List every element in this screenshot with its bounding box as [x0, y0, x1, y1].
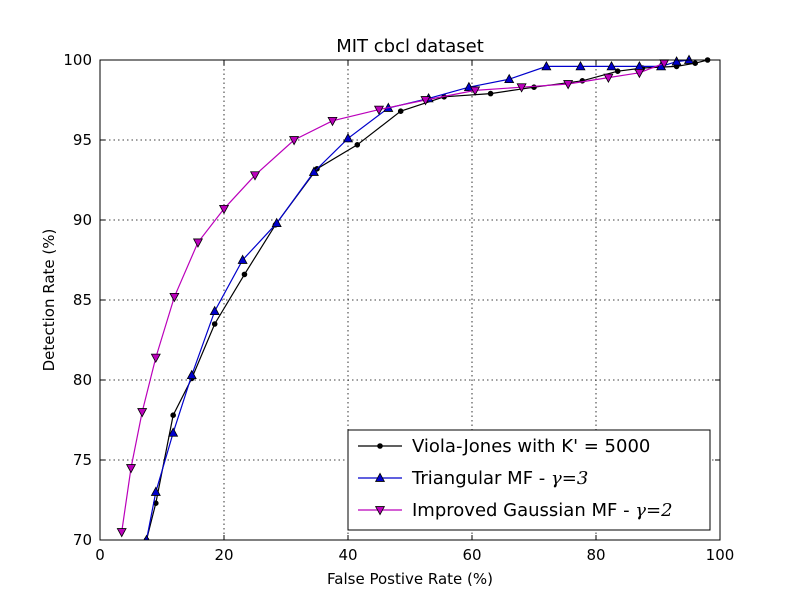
data-point [606, 60, 617, 71]
data-point [541, 60, 552, 71]
series-line [121, 62, 665, 533]
legend-marker [377, 443, 383, 449]
y-axis-label: Detection Rate (%) [40, 229, 58, 372]
grid [100, 60, 720, 540]
legend: Viola-Jones with K' = 5000 Triangular MF … [347, 429, 711, 531]
x-tick-label: 100 [706, 546, 735, 564]
legend-label: Triangular MF - γ=3 [411, 468, 588, 489]
data-point [137, 408, 148, 418]
data-point [308, 166, 319, 176]
data-point [614, 68, 621, 74]
data-point [150, 353, 161, 364]
data-point [289, 136, 300, 146]
data-point [603, 73, 614, 84]
data-point [531, 84, 537, 90]
y-tick-label: 75 [73, 451, 92, 469]
legend-marker [374, 506, 386, 516]
data-point [169, 292, 180, 303]
x-tick-label: 40 [338, 546, 357, 564]
data-point [170, 412, 176, 419]
data-point [116, 528, 127, 538]
data-point [186, 369, 197, 380]
data-point [237, 254, 248, 264]
data-point [671, 56, 682, 66]
data-point [342, 132, 354, 143]
data-point [420, 96, 431, 106]
data-point [373, 105, 385, 116]
legend-label: Improved Gaussian MF - γ=2 [412, 500, 673, 521]
chart-title: MIT cbcl dataset [336, 36, 484, 57]
data-point [563, 80, 574, 90]
legend-box [347, 429, 711, 531]
data-point [271, 217, 282, 228]
y-tick-label: 100 [63, 51, 92, 69]
legend-label: Viola-Jones with K' = 5000 [412, 436, 650, 457]
axis-ticks: 0 20 40 60 80 100 70 75 80 85 90 95 100 [63, 51, 734, 564]
data-point [354, 142, 361, 148]
x-tick-label: 80 [586, 546, 605, 564]
data-point [487, 90, 494, 97]
data-point [470, 86, 481, 96]
data-point [504, 73, 515, 84]
y-tick-label: 85 [73, 291, 92, 309]
data-point [192, 238, 204, 248]
data-point [211, 321, 218, 327]
data-point [575, 60, 586, 71]
x-axis-label: False Postive Rate (%) [327, 570, 493, 588]
y-tick-label: 80 [73, 371, 92, 389]
data-point [241, 271, 248, 278]
y-tick-label: 70 [73, 531, 92, 549]
x-tick-label: 20 [214, 546, 233, 564]
data-point [397, 108, 404, 114]
y-tick-label: 95 [73, 131, 92, 149]
series-group [116, 54, 711, 540]
data-point [168, 427, 179, 437]
data-point [143, 534, 150, 540]
y-tick-label: 90 [73, 211, 92, 229]
data-point [683, 54, 695, 64]
data-point [218, 204, 230, 215]
data-point [209, 305, 220, 316]
series-2 [116, 59, 670, 538]
data-point [125, 464, 137, 474]
data-point [150, 486, 161, 496]
data-point [516, 83, 527, 93]
data-point [249, 171, 261, 181]
x-tick-label: 60 [462, 546, 481, 564]
legend-marker [374, 472, 386, 482]
data-point [634, 68, 645, 79]
data-point [327, 116, 338, 127]
x-tick-label: 0 [95, 546, 105, 564]
